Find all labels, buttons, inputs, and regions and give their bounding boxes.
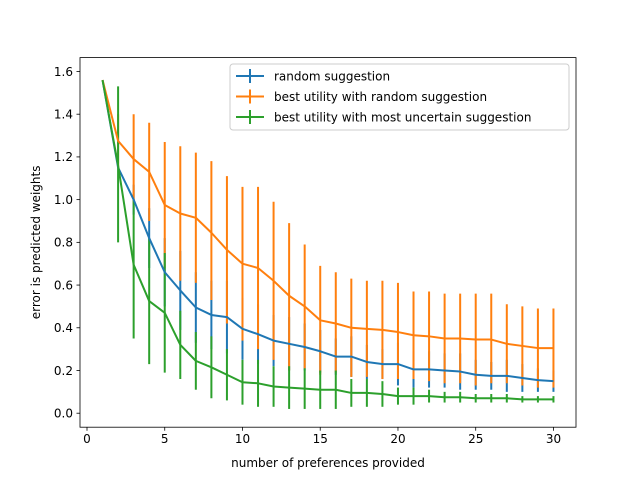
legend-entry: random suggestion bbox=[236, 69, 390, 83]
legend-label: best utility with random suggestion bbox=[274, 90, 487, 104]
y-tick-label: 0.8 bbox=[54, 236, 73, 250]
x-tick-label: 5 bbox=[161, 432, 169, 446]
y-tick-label: 0.6 bbox=[54, 278, 73, 292]
y-tick-label: 1.4 bbox=[54, 107, 73, 121]
y-tick-label: 1.2 bbox=[54, 150, 73, 164]
y-axis-ticks: 0.0 0.2 0.4 0.6 0.8 1.0 1.2 1.4 1.6 bbox=[54, 65, 80, 421]
x-tick-label: 15 bbox=[313, 432, 328, 446]
legend-frame bbox=[229, 63, 570, 131]
legend-label: random suggestion bbox=[274, 69, 390, 83]
legend-entries: random suggestion best utility with rando… bbox=[236, 69, 531, 124]
x-tick-label: 0 bbox=[83, 432, 91, 446]
x-tick-label: 25 bbox=[468, 432, 483, 446]
series-lines-layer bbox=[101, 79, 554, 401]
x-axis-ticks: 0 5 10 15 20 25 30 bbox=[83, 427, 561, 446]
series-line-1 bbox=[101, 79, 554, 350]
legend-entry: best utility with random suggestion bbox=[236, 89, 487, 104]
legend-label: best utility with most uncertain suggest… bbox=[274, 110, 531, 124]
legend-entry: best utility with most uncertain suggest… bbox=[236, 110, 531, 124]
y-tick-label: 0.2 bbox=[54, 364, 73, 378]
y-axis-label: error is predicted weights bbox=[29, 166, 43, 320]
legend: random suggestion best utility with rando… bbox=[229, 63, 570, 131]
y-tick-label: 0.4 bbox=[54, 321, 73, 335]
series-line-2 bbox=[101, 79, 554, 401]
series-line-0 bbox=[101, 79, 554, 383]
x-tick-label: 10 bbox=[235, 432, 250, 446]
x-axis-label: number of preferences provided bbox=[231, 456, 425, 470]
y-tick-label: 0.0 bbox=[54, 407, 73, 421]
y-tick-label: 1.0 bbox=[54, 193, 73, 207]
x-tick-label: 30 bbox=[546, 432, 561, 446]
x-tick-label: 20 bbox=[390, 432, 405, 446]
y-tick-label: 1.6 bbox=[54, 65, 73, 79]
